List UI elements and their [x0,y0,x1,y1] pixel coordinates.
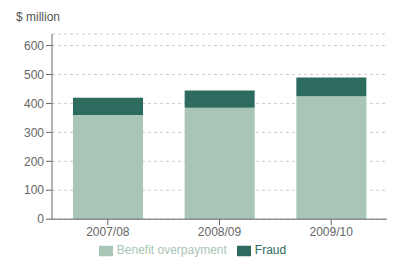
svg-text:600: 600 [24,39,44,53]
svg-text:300: 300 [24,126,44,140]
svg-text:2007/08: 2007/08 [86,225,130,239]
svg-text:0: 0 [37,212,44,226]
svg-text:500: 500 [24,68,44,82]
svg-text:400: 400 [24,97,44,111]
html-text:Benefit overpayment: Benefit overpayment [116,243,227,258]
svg-text:100: 100 [24,183,44,197]
svg-text:2008/09: 2008/09 [198,225,242,239]
html-text:Fraud: Fraud [254,243,287,258]
svg-text:2009/10: 2009/10 [309,225,353,239]
html-text:$ million: $ million [16,10,60,24]
svg-text:200: 200 [24,155,44,169]
